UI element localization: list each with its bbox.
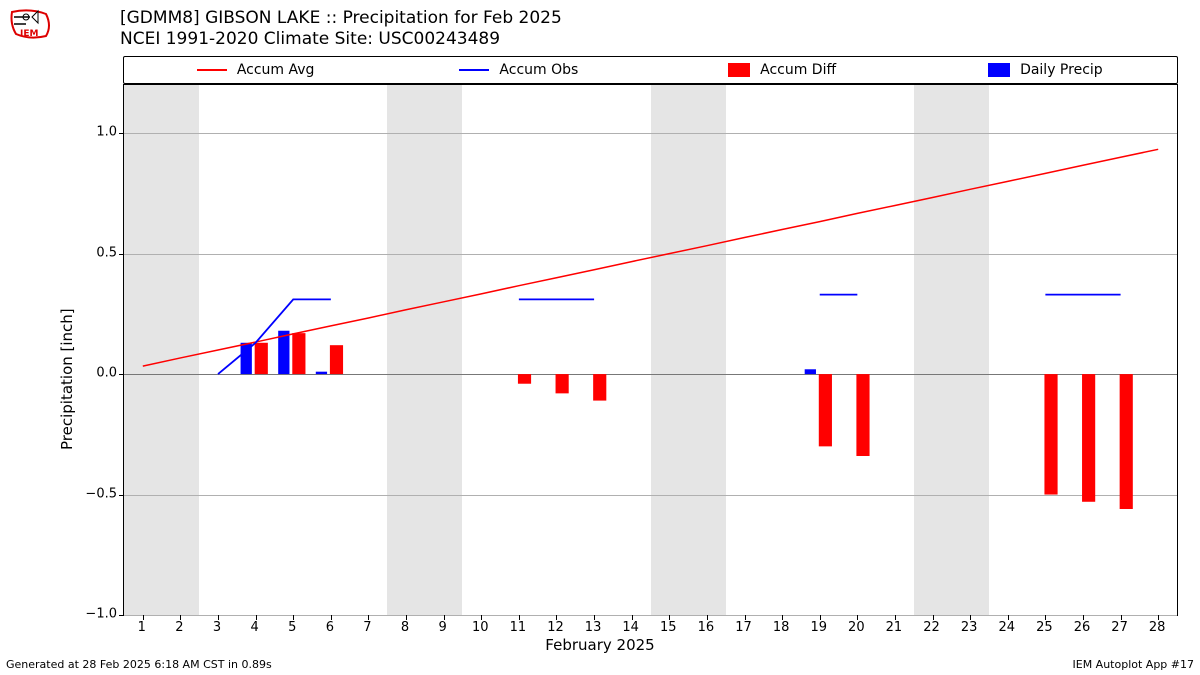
x-tick-label: 21 <box>886 620 903 635</box>
x-tick-label: 20 <box>848 620 865 635</box>
legend-label: Accum Avg <box>237 62 315 78</box>
accum-diff-bar <box>593 374 606 401</box>
x-tick-label: 12 <box>547 620 564 635</box>
y-axis-label: Precipitation [inch] <box>58 308 76 450</box>
legend: Accum Avg Accum Obs Accum Diff Daily Precip <box>123 56 1178 84</box>
legend-item: Accum Obs <box>387 62 650 78</box>
x-tick-label: 19 <box>810 620 827 635</box>
legend-label: Daily Precip <box>1020 62 1103 78</box>
y-tick-label: 0.0 <box>77 366 117 381</box>
x-tick-label: 22 <box>923 620 940 635</box>
legend-item: Accum Avg <box>124 62 387 78</box>
x-tick-label: 17 <box>735 620 752 635</box>
x-tick-label: 14 <box>622 620 639 635</box>
x-tick-label: 15 <box>660 620 677 635</box>
accum-diff-bar <box>556 374 569 393</box>
x-tick-label: 11 <box>510 620 527 635</box>
y-tick-label: 1.0 <box>77 125 117 140</box>
legend-item: Accum Diff <box>651 62 914 78</box>
legend-label: Accum Obs <box>499 62 578 78</box>
accum-diff-bar <box>255 343 268 374</box>
accum-diff-bar <box>1082 374 1095 502</box>
accum-diff-bar <box>518 374 531 384</box>
x-tick-label: 13 <box>585 620 602 635</box>
gridline <box>124 495 1177 496</box>
accum-diff-bar <box>1120 374 1133 509</box>
x-tick-label: 9 <box>439 620 447 635</box>
footer-right: IEM Autoplot App #17 <box>1073 658 1195 671</box>
gridline <box>124 133 1177 134</box>
legend-swatch <box>459 69 489 71</box>
weekend-band <box>387 85 462 615</box>
x-tick-label: 28 <box>1149 620 1166 635</box>
y-tick <box>119 133 124 134</box>
y-tick-label: −1.0 <box>77 607 117 622</box>
gridline <box>124 254 1177 255</box>
daily-precip-bar <box>278 331 289 374</box>
y-tick-label: 0.5 <box>77 245 117 260</box>
legend-swatch <box>728 63 750 77</box>
chart-title: [GDMM8] GIBSON LAKE :: Precipitation for… <box>120 8 562 51</box>
title-line-2: NCEI 1991-2020 Climate Site: USC00243489 <box>120 29 562 50</box>
footer-left: Generated at 28 Feb 2025 6:18 AM CST in … <box>6 658 272 671</box>
x-tick-label: 26 <box>1074 620 1091 635</box>
weekend-band <box>914 85 989 615</box>
x-tick-label: 16 <box>698 620 715 635</box>
x-tick-label: 3 <box>213 620 221 635</box>
x-tick-label: 24 <box>998 620 1015 635</box>
x-tick-label: 18 <box>773 620 790 635</box>
x-tick-label: 4 <box>250 620 258 635</box>
accum-obs-line <box>218 299 331 374</box>
x-tick-label: 7 <box>363 620 371 635</box>
x-axis-label: February 2025 <box>545 636 654 654</box>
accum-diff-bar <box>819 374 832 446</box>
x-tick-label: 2 <box>175 620 183 635</box>
daily-precip-bar <box>241 343 252 374</box>
accum-diff-bar <box>292 333 305 374</box>
x-tick-label: 5 <box>288 620 296 635</box>
y-tick <box>119 254 124 255</box>
chart-area <box>123 84 1178 616</box>
svg-text:IEM: IEM <box>20 29 38 39</box>
y-tick <box>119 615 124 616</box>
x-tick-label: 6 <box>326 620 334 635</box>
title-line-1: [GDMM8] GIBSON LAKE :: Precipitation for… <box>120 8 562 29</box>
legend-swatch <box>988 63 1010 77</box>
accum-diff-bar <box>856 374 869 456</box>
y-tick-label: −0.5 <box>77 486 117 501</box>
legend-label: Accum Diff <box>760 62 836 78</box>
x-tick-label: 27 <box>1111 620 1128 635</box>
x-tick-label: 23 <box>961 620 978 635</box>
weekend-band <box>124 85 199 615</box>
legend-item: Daily Precip <box>914 62 1177 78</box>
x-tick-label: 1 <box>138 620 146 635</box>
accum-diff-bar <box>1044 374 1057 494</box>
accum-diff-bar <box>330 345 343 374</box>
weekend-band <box>651 85 726 615</box>
x-tick-label: 8 <box>401 620 409 635</box>
iem-logo: IEM <box>6 6 54 46</box>
y-tick <box>119 495 124 496</box>
x-tick-label: 25 <box>1036 620 1053 635</box>
legend-swatch <box>197 69 227 71</box>
x-tick-label: 10 <box>472 620 489 635</box>
gridline <box>124 615 1177 616</box>
